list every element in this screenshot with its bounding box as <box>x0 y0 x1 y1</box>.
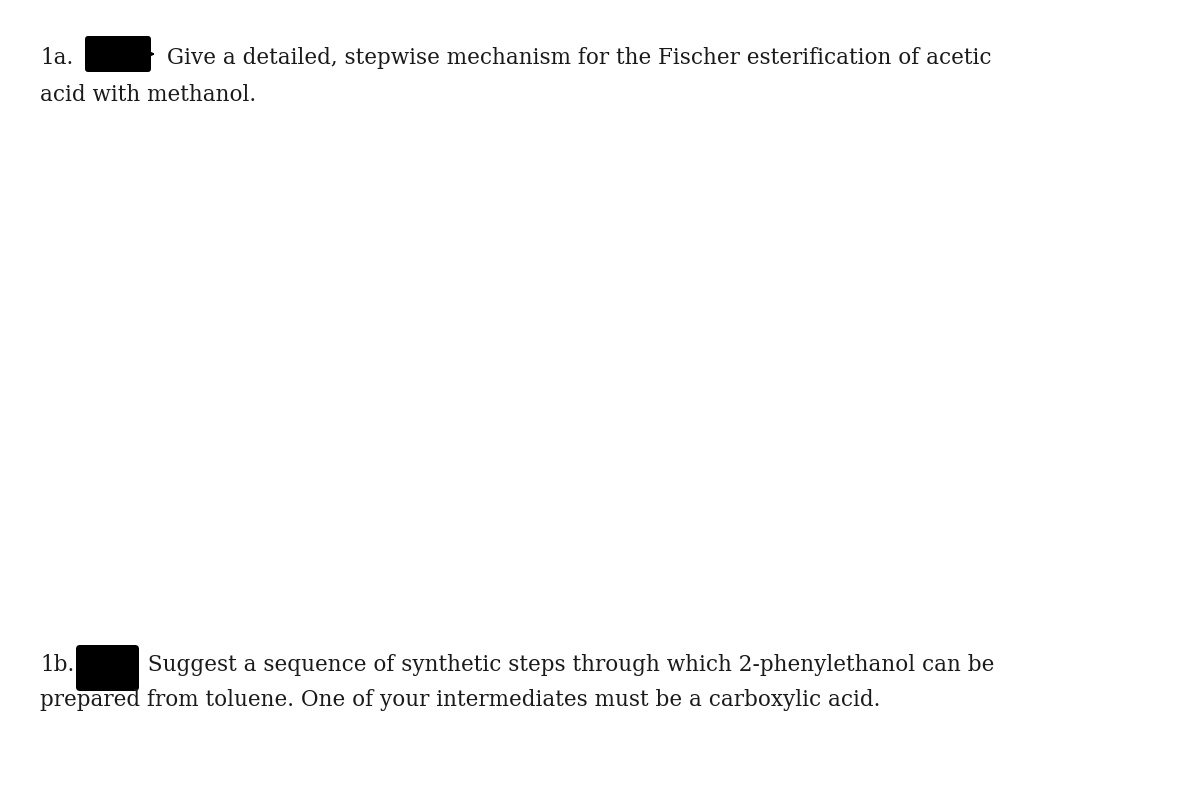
Text: Give a detailed, stepwise mechanism for the Fischer esterification of acetic: Give a detailed, stepwise mechanism for … <box>160 47 991 69</box>
Text: acid with methanol.: acid with methanol. <box>40 84 256 106</box>
Text: prepared from toluene. One of your intermediates must be a carboxylic acid.: prepared from toluene. One of your inter… <box>40 688 881 710</box>
Text: 1b.: 1b. <box>40 653 74 675</box>
Text: Suggest a sequence of synthetic steps through which 2-phenylethanol can be: Suggest a sequence of synthetic steps th… <box>142 653 995 675</box>
FancyBboxPatch shape <box>85 37 151 73</box>
Text: 1a.: 1a. <box>40 47 73 69</box>
FancyBboxPatch shape <box>76 645 139 691</box>
